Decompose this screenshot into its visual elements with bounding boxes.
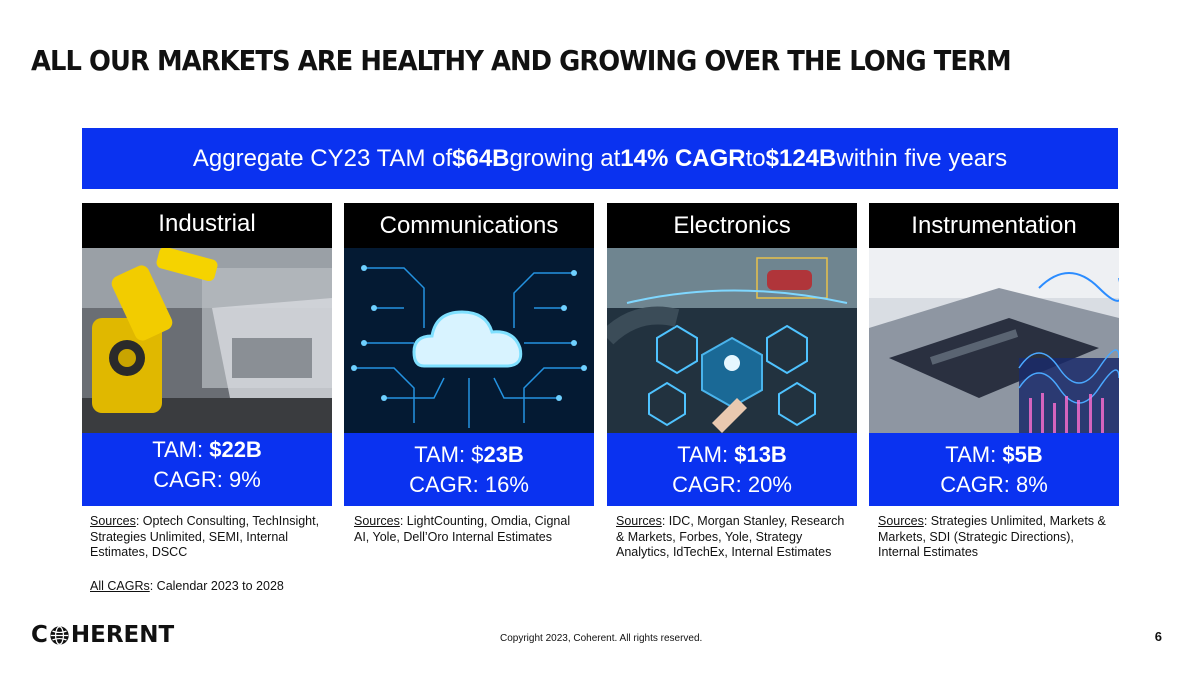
sources-text: : Optech Consulting, TechInsight, Strate…: [90, 514, 320, 559]
cagr-note-text: : Calendar 2023 to 2028: [149, 579, 284, 593]
sources-label: Sources: [90, 514, 136, 528]
market-card-communications: Communications: [344, 203, 594, 506]
sources-label: Sources: [354, 514, 400, 528]
card-title: Electronics: [607, 203, 857, 248]
sources-text: : LightCounting, Omdia, Cignal AI, Yole,…: [354, 514, 571, 544]
sources-industrial: Sources: Optech Consulting, TechInsight,…: [90, 514, 335, 561]
market-card-instrumentation: Instrumentation TAM: $5B CAGR: 8%: [869, 203, 1119, 506]
electronics-car-dashboard-image: [607, 248, 857, 433]
tam-value: $5B: [1002, 441, 1043, 467]
sources-text: : Strategies Unlimited, Markets & Market…: [878, 514, 1106, 559]
tam-value: 23B: [483, 441, 524, 467]
sources-label: Sources: [616, 514, 662, 528]
tam-label: TAM:: [677, 441, 735, 467]
tam-line: TAM: $5B: [945, 440, 1042, 470]
sources-communications: Sources: LightCounting, Omdia, Cignal AI…: [354, 514, 579, 545]
card-title: Industrial: [82, 203, 332, 248]
card-title: Communications: [344, 203, 594, 248]
tam-value: $22B: [209, 436, 262, 462]
card-title: Instrumentation: [869, 203, 1119, 248]
industrial-robot-image: [82, 248, 332, 433]
page-number: 6: [1154, 629, 1162, 644]
copyright-text: Copyright 2023, Coherent. All rights res…: [500, 633, 703, 644]
globe-icon: [50, 625, 69, 645]
tam-line: TAM: $23B: [414, 440, 524, 470]
card-stats: TAM: $22B CAGR: 9%: [82, 433, 332, 506]
banner-text-mid2: to: [745, 144, 766, 172]
cagr-line: CAGR: 20%: [672, 471, 792, 497]
tam-line: TAM: $22B: [152, 435, 262, 465]
banner-text-mid1: growing at: [509, 144, 621, 172]
cagr-line: CAGR: 16%: [409, 471, 529, 497]
aggregate-tam-banner: Aggregate CY23 TAM of $64B growing at 14…: [82, 128, 1118, 189]
tam-line: TAM: $13B: [677, 440, 787, 470]
logo-c: C: [31, 622, 48, 648]
banner-text-post: within five years: [836, 144, 1008, 172]
sources-instrumentation: Sources: Strategies Unlimited, Markets &…: [878, 514, 1118, 561]
sources-text: : IDC, Morgan Stanley, Research & Market…: [616, 514, 845, 559]
coherent-logo: C HERENT: [31, 622, 174, 648]
tam-label: TAM:: [152, 436, 210, 462]
slide-title: ALL OUR MARKETS ARE HEALTHY AND GROWING …: [31, 44, 1012, 77]
cagr-line: CAGR: 8%: [940, 471, 1048, 497]
communications-cloud-image: [344, 248, 594, 433]
tam-label: TAM: $: [414, 441, 484, 467]
sources-electronics: Sources: IDC, Morgan Stanley, Research &…: [616, 514, 856, 561]
banner-cagr-value: 14% CAGR: [620, 144, 746, 172]
banner-tam-value: $64B: [452, 144, 510, 172]
card-stats: TAM: $23B CAGR: 16%: [344, 433, 594, 506]
market-card-industrial: Industrial TAM: $22B CAGR: 9%: [82, 203, 332, 506]
logo-rest: HERENT: [70, 622, 175, 648]
cagr-footnote: All CAGRs: Calendar 2023 to 2028: [90, 579, 284, 593]
banner-future-value: $124B: [765, 144, 837, 172]
sources-label: Sources: [878, 514, 924, 528]
tam-label: TAM:: [945, 441, 1003, 467]
market-card-electronics: Electronics TAM: $13B CAGR: 20%: [607, 203, 857, 506]
banner-text-pre: Aggregate CY23 TAM of: [192, 144, 453, 172]
tam-value: $13B: [734, 441, 787, 467]
cagr-line: CAGR: 9%: [153, 466, 261, 492]
card-stats: TAM: $13B CAGR: 20%: [607, 433, 857, 506]
instrumentation-laser-image: [869, 248, 1119, 433]
cagr-note-label: All CAGRs: [90, 579, 150, 593]
card-stats: TAM: $5B CAGR: 8%: [869, 433, 1119, 506]
